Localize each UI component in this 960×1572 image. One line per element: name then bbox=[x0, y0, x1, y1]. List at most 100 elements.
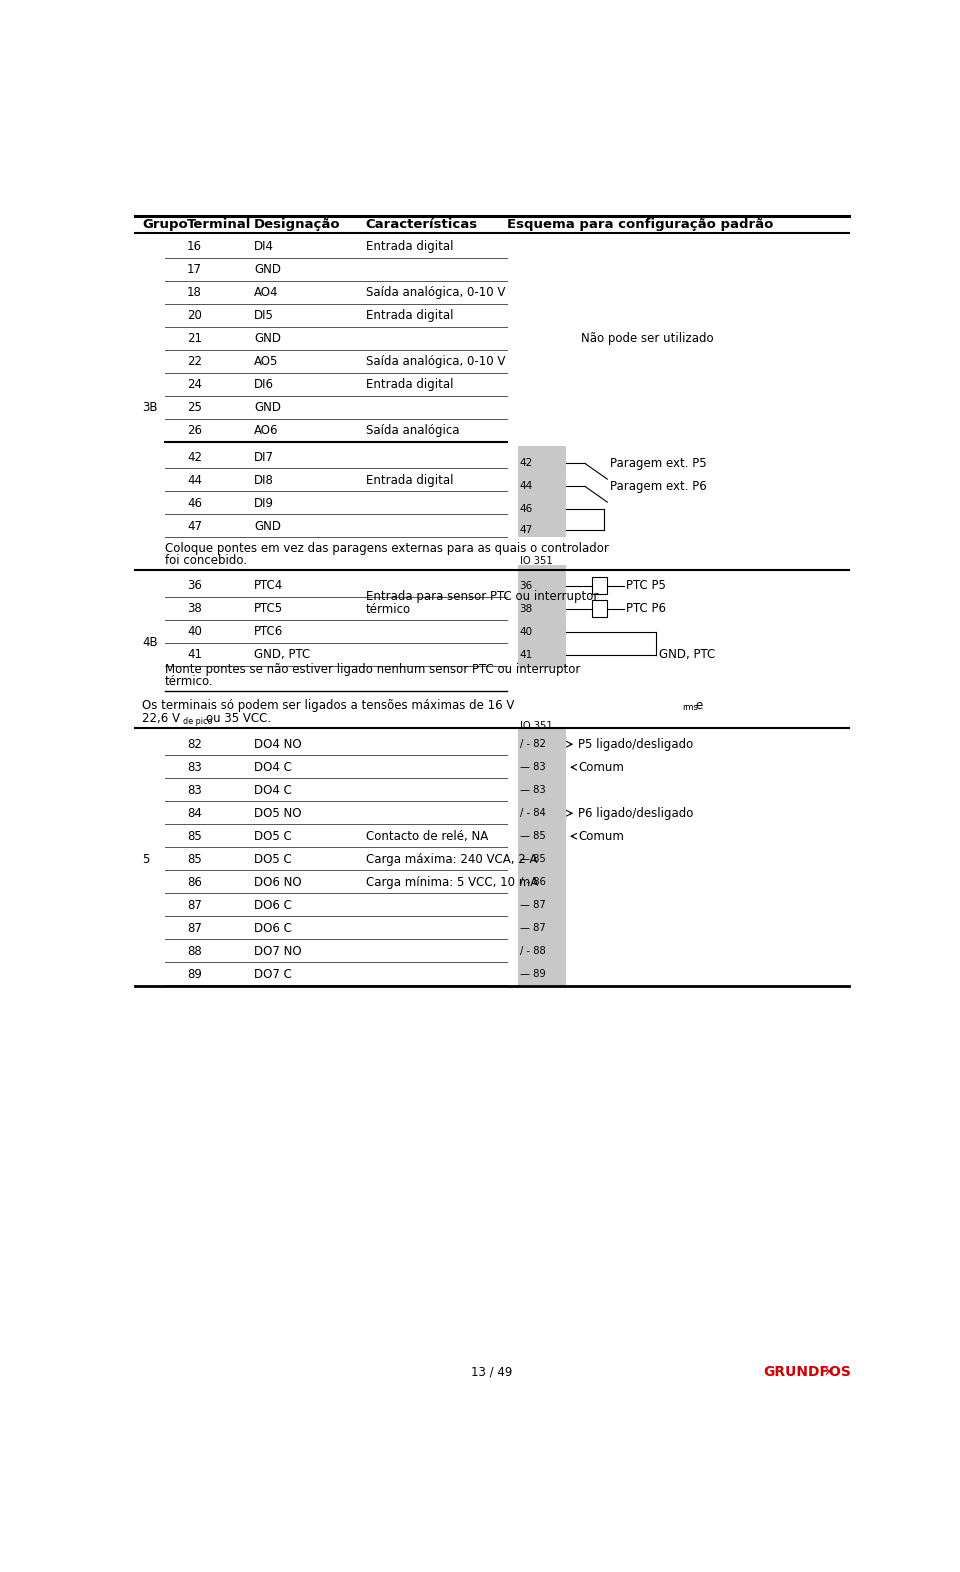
Text: 47: 47 bbox=[187, 520, 202, 533]
Text: PTC P6: PTC P6 bbox=[626, 602, 666, 615]
Text: 87: 87 bbox=[187, 899, 202, 912]
Text: — 83: — 83 bbox=[519, 762, 545, 772]
Bar bbox=[518, 564, 566, 668]
Text: Terminal: Terminal bbox=[187, 219, 252, 231]
Text: P5 ligado/desligado: P5 ligado/desligado bbox=[578, 737, 693, 751]
Text: Monte pontes se não estiver ligado nenhum sensor PTC ou interruptor: Monte pontes se não estiver ligado nenhu… bbox=[165, 663, 580, 676]
Text: 38: 38 bbox=[187, 602, 202, 615]
Text: — 87: — 87 bbox=[519, 923, 545, 934]
Text: / - 88: / - 88 bbox=[519, 946, 545, 956]
Text: 18: 18 bbox=[187, 286, 202, 299]
Text: P6 ligado/desligado: P6 ligado/desligado bbox=[578, 806, 694, 819]
Text: Entrada digital: Entrada digital bbox=[366, 310, 453, 322]
Text: / - 84: / - 84 bbox=[519, 808, 545, 819]
Text: DO4 C: DO4 C bbox=[253, 761, 292, 773]
Text: de pico: de pico bbox=[183, 717, 213, 726]
Text: DO5 C: DO5 C bbox=[253, 852, 292, 866]
Text: GND: GND bbox=[253, 520, 281, 533]
Text: foi concebido.: foi concebido. bbox=[165, 553, 247, 567]
Text: — 83: — 83 bbox=[519, 786, 545, 795]
Text: Não pode ser utilizado: Não pode ser utilizado bbox=[581, 332, 714, 346]
Text: 36: 36 bbox=[187, 578, 202, 593]
Text: ou 35 VCC.: ou 35 VCC. bbox=[205, 712, 271, 725]
Text: Os terminais só podem ser ligados a tensões máximas de 16 V: Os terminais só podem ser ligados a tens… bbox=[142, 700, 515, 712]
Text: e: e bbox=[696, 700, 703, 712]
Text: GND: GND bbox=[253, 401, 281, 415]
Text: 42: 42 bbox=[187, 451, 202, 464]
Text: Entrada digital: Entrada digital bbox=[366, 241, 453, 253]
Text: 17: 17 bbox=[187, 263, 202, 277]
Text: GND, PTC: GND, PTC bbox=[253, 648, 310, 662]
Text: AO6: AO6 bbox=[253, 424, 278, 437]
Text: GND: GND bbox=[253, 332, 281, 346]
Text: térmico: térmico bbox=[366, 604, 411, 616]
Text: — 87: — 87 bbox=[519, 901, 545, 910]
Text: Designação: Designação bbox=[253, 219, 341, 231]
Text: DO4 C: DO4 C bbox=[253, 784, 292, 797]
Text: 84: 84 bbox=[187, 806, 202, 819]
Text: DI5: DI5 bbox=[253, 310, 274, 322]
Text: PTC P5: PTC P5 bbox=[626, 578, 666, 593]
Text: DO6 C: DO6 C bbox=[253, 921, 292, 935]
Text: ✕: ✕ bbox=[823, 1366, 833, 1379]
Text: Carga mínima: 5 VCC, 10 mA: Carga mínima: 5 VCC, 10 mA bbox=[366, 876, 538, 888]
Text: DI4: DI4 bbox=[253, 241, 274, 253]
Text: 21: 21 bbox=[187, 332, 202, 346]
Text: DO5 NO: DO5 NO bbox=[253, 806, 301, 819]
Text: DO4 NO: DO4 NO bbox=[253, 737, 301, 751]
Text: Características: Características bbox=[366, 219, 478, 231]
Text: Contacto de relé, NA: Contacto de relé, NA bbox=[366, 830, 488, 843]
Bar bbox=[592, 577, 608, 594]
Text: 85: 85 bbox=[187, 852, 202, 866]
Text: GND, PTC: GND, PTC bbox=[659, 648, 715, 662]
Text: 44: 44 bbox=[187, 473, 202, 487]
Text: 38: 38 bbox=[519, 604, 533, 613]
Bar bbox=[518, 446, 566, 538]
Text: Saída analógica: Saída analógica bbox=[366, 424, 459, 437]
Text: DO5 C: DO5 C bbox=[253, 830, 292, 843]
Text: AO5: AO5 bbox=[253, 355, 278, 368]
Text: 13 / 49: 13 / 49 bbox=[471, 1366, 513, 1379]
Text: térmico.: térmico. bbox=[165, 674, 213, 689]
Text: 44: 44 bbox=[519, 481, 533, 492]
Text: 41: 41 bbox=[187, 648, 202, 662]
Bar bbox=[592, 601, 608, 618]
Text: 22,6 V: 22,6 V bbox=[142, 712, 180, 725]
Text: 5: 5 bbox=[142, 852, 150, 866]
Text: 86: 86 bbox=[187, 876, 202, 888]
Text: 20: 20 bbox=[187, 310, 202, 322]
Text: 40: 40 bbox=[519, 627, 533, 637]
Text: 46: 46 bbox=[519, 505, 533, 514]
Text: 88: 88 bbox=[187, 945, 202, 957]
Text: 41: 41 bbox=[519, 649, 533, 660]
Text: 16: 16 bbox=[187, 241, 202, 253]
Text: 24: 24 bbox=[187, 379, 202, 391]
Text: DI9: DI9 bbox=[253, 497, 274, 509]
Text: DO6 C: DO6 C bbox=[253, 899, 292, 912]
Text: Coloque pontes em vez das paragens externas para as quais o controlador: Coloque pontes em vez das paragens exter… bbox=[165, 542, 609, 555]
Text: 26: 26 bbox=[187, 424, 202, 437]
Text: Comum: Comum bbox=[578, 761, 624, 773]
Text: Entrada para sensor PTC ou interruptor: Entrada para sensor PTC ou interruptor bbox=[366, 590, 598, 604]
Text: Carga máxima: 240 VCA, 2 A: Carga máxima: 240 VCA, 2 A bbox=[366, 852, 537, 866]
Text: 42: 42 bbox=[519, 459, 533, 468]
Text: Saída analógica, 0-10 V: Saída analógica, 0-10 V bbox=[366, 355, 505, 368]
Text: DO7 NO: DO7 NO bbox=[253, 945, 301, 957]
Text: 82: 82 bbox=[187, 737, 202, 751]
Bar bbox=[518, 728, 566, 986]
Text: 36: 36 bbox=[519, 580, 533, 591]
Text: GRUNDFOS: GRUNDFOS bbox=[763, 1366, 852, 1380]
Text: 40: 40 bbox=[187, 626, 202, 638]
Text: DI6: DI6 bbox=[253, 379, 274, 391]
Text: 89: 89 bbox=[187, 968, 202, 981]
Text: DI7: DI7 bbox=[253, 451, 274, 464]
Text: 46: 46 bbox=[187, 497, 202, 509]
Text: Saída analógica, 0-10 V: Saída analógica, 0-10 V bbox=[366, 286, 505, 299]
Text: rms: rms bbox=[683, 703, 698, 712]
Text: 22: 22 bbox=[187, 355, 202, 368]
Text: Paragem ext. P5: Paragem ext. P5 bbox=[610, 457, 707, 470]
Text: / - 82: / - 82 bbox=[519, 739, 545, 750]
Text: DO7 C: DO7 C bbox=[253, 968, 292, 981]
Text: 87: 87 bbox=[187, 921, 202, 935]
Text: — 85: — 85 bbox=[519, 854, 545, 865]
